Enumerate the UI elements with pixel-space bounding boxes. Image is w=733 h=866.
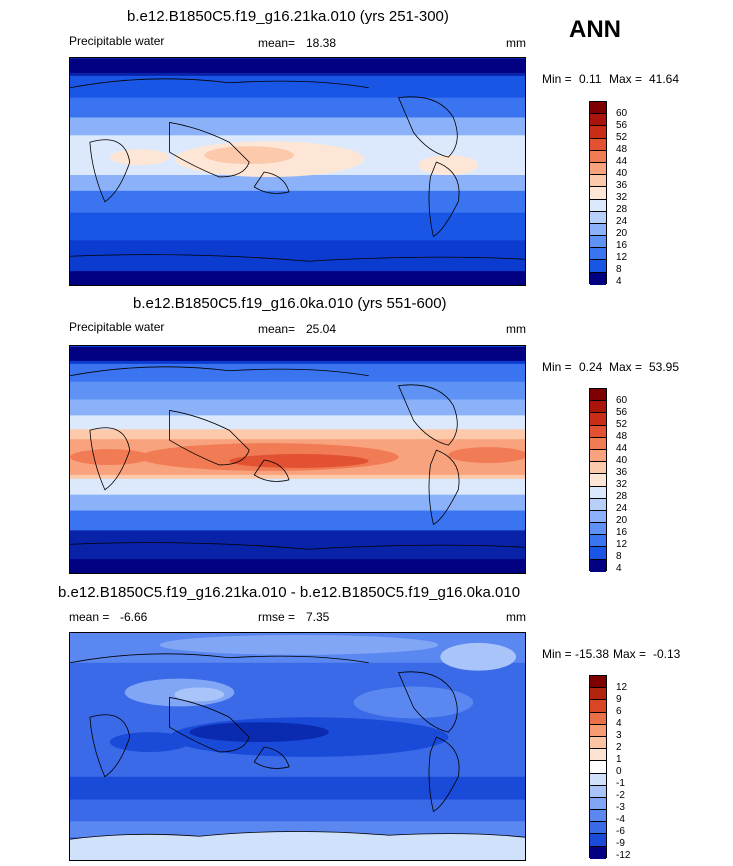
panel-3-max-value: -0.13 [653,647,681,661]
panel-3-rmse-value: 7.35 [306,610,330,624]
panel-1-tick: 28 [616,204,628,215]
panel-2-units: mm [506,322,526,336]
panel-3-min-value: -15.38 [575,647,610,661]
panel-1-units: mm [506,36,526,50]
panel-2-tick: 16 [616,527,628,538]
panel-1-tick: 32 [616,192,628,203]
panel-3-tick: -1 [616,778,625,789]
panel-1-max-value: 41.64 [649,72,680,86]
panel-2-colorbar [589,388,607,572]
panel-3-tick: 6 [616,706,622,717]
panel-1-tick: 60 [616,108,628,119]
panel-2-max-value: 53.95 [649,360,680,374]
panel-3-tick: -12 [616,850,631,861]
panel-1-tick: 16 [616,240,628,251]
panel-1-max-label: Max = [609,72,643,86]
panel-1-tick: 4 [616,276,622,287]
panel-2-mean-label: mean= [258,322,296,336]
panel-2-tick: 32 [616,479,628,490]
panel-3-tick: 0 [616,766,622,777]
panel-3-tick: -4 [616,814,625,825]
panel-3-tick: -3 [616,802,625,813]
panel-3-tick: 1 [616,754,622,765]
panel-2-tick: 12 [616,539,628,550]
panel-3-tick: 3 [616,730,622,741]
panel-3-tick: 12 [616,682,628,693]
panel-2-tick: 40 [616,455,628,466]
panel-2-tick: 28 [616,491,628,502]
panel-1-tick: 20 [616,228,628,239]
panel-2-tick: 52 [616,419,628,430]
panel-2-tick: 44 [616,443,628,454]
panel-1-title: b.e12.B1850C5.f19_g16.21ka.010 (yrs 251-… [127,8,449,25]
panel-2-tick: 60 [616,395,628,406]
panel-2-tick: 20 [616,515,628,526]
panel-3-max-label: Max = [613,647,647,661]
panel-1-tick: 52 [616,132,628,143]
panel-2-min-value: 0.24 [579,360,603,374]
panel-1-variable-label: Precipitable water [69,34,165,48]
panel-1-mean-label: mean= [258,36,296,50]
panel-3-mean-label: mean = [69,610,110,624]
panel-1-colorbar [589,101,607,285]
panel-3-tick: 4 [616,718,622,729]
panel-2-map [69,345,526,574]
panel-2-mean-value: 25.04 [306,322,337,336]
panel-2-max-label: Max = [609,360,643,374]
panel-3-mean-value: -6.66 [120,610,148,624]
panel-2-tick: 36 [616,467,628,478]
panel-3-rmse-label: rmse = [258,610,296,624]
panel-1-tick: 12 [616,252,628,263]
panel-2-tick: 24 [616,503,628,514]
panel-3-min-label: Min = [542,647,572,661]
panel-1-map [69,57,526,286]
panel-1-min-value: 0.11 [579,72,602,86]
panel-3-tick: 2 [616,742,622,753]
panel-2-tick: 56 [616,407,628,418]
panel-3-colorbar [589,675,607,859]
panel-3-tick: -9 [616,838,625,849]
panel-2-tick: 48 [616,431,628,442]
panel-2-title: b.e12.B1850C5.f19_g16.0ka.010 (yrs 551-6… [133,295,447,312]
panel-1-tick: 40 [616,168,628,179]
panel-1-mean-value: 18.38 [306,36,337,50]
panel-2-min-label: Min = [542,360,572,374]
panel-3-map [69,632,526,861]
season-label: ANN [569,16,621,43]
panel-1-tick: 24 [616,216,628,227]
panel-1-tick: 44 [616,156,628,167]
panel-2-tick: 4 [616,563,622,574]
panel-2-tick: 8 [616,551,622,562]
panel-1-tick: 48 [616,144,628,155]
panel-3-units: mm [506,610,526,624]
panel-1-tick: 8 [616,264,622,275]
panel-3-tick: 9 [616,694,622,705]
panel-2-variable-label: Precipitable water [69,320,165,334]
panel-1-min-label: Min = [542,72,572,86]
panel-3-tick: -2 [616,790,625,801]
panel-3-title: b.e12.B1850C5.f19_g16.21ka.010 - b.e12.B… [58,584,521,601]
panel-1-tick: 56 [616,120,628,131]
panel-1-tick: 36 [616,180,628,191]
panel-3-tick: -6 [616,826,625,837]
